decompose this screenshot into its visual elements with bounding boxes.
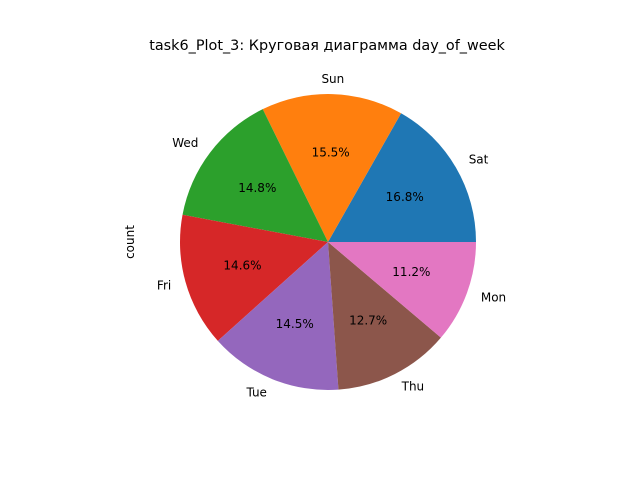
slice-percent-thu: 12.7% <box>349 314 387 328</box>
pie-slice-sat <box>328 113 477 243</box>
slice-label-wed: Wed <box>172 136 198 150</box>
pie-slice-mon <box>328 242 476 338</box>
slice-percent-tue: 14.5% <box>276 317 314 331</box>
slice-label-tue: Tue <box>245 385 267 399</box>
pie-slice-sun <box>262 94 402 243</box>
slice-percent-sat: 16.8% <box>386 190 424 204</box>
pie-slice-fri <box>180 214 328 341</box>
slice-label-thu: Thu <box>401 380 425 394</box>
slice-label-sun: Sun <box>321 72 344 86</box>
pie-slices <box>180 94 477 391</box>
chart-title: task6_Plot_3: Круговая диаграмма day_of_… <box>149 38 505 54</box>
pie-slice-thu <box>328 242 441 390</box>
slice-percent-sun: 15.5% <box>312 146 350 160</box>
slice-percent-mon: 11.2% <box>392 265 430 279</box>
pie-slice-tue <box>217 242 339 391</box>
slice-label-sat: Sat <box>469 153 489 167</box>
pie-slice-wed <box>182 109 328 242</box>
slice-label-fri: Fri <box>157 278 171 292</box>
slice-label-mon: Mon <box>481 291 506 305</box>
pie-labels: Sat 16.8% Sun 15.5% Wed 14.8% Fri 14.6% Tue 14.5%… <box>157 72 506 400</box>
slice-percent-wed: 14.8% <box>238 181 276 195</box>
slice-percent-fri: 14.6% <box>223 258 261 272</box>
y-axis-label: count <box>123 225 137 259</box>
